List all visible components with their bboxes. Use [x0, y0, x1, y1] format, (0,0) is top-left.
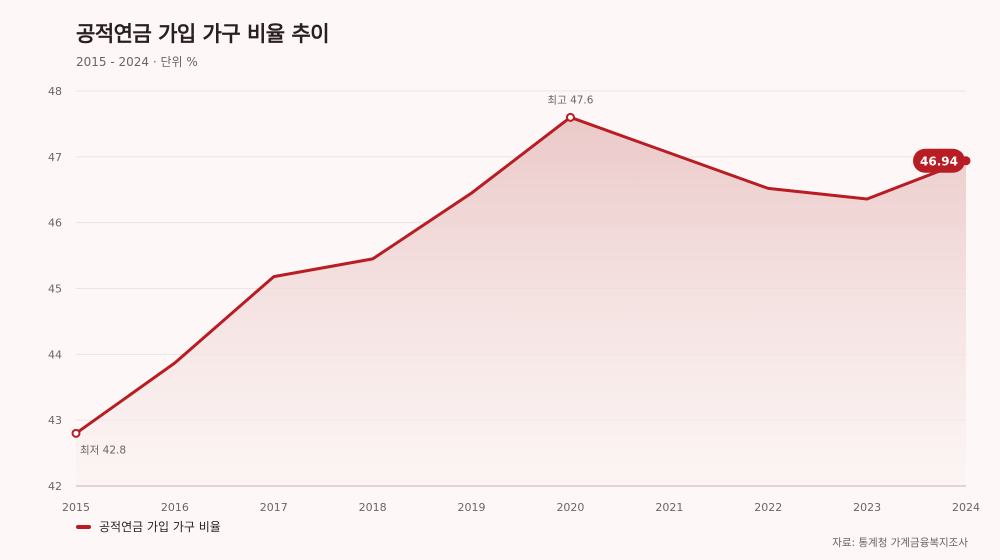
x-tick-label: 2017: [260, 501, 288, 514]
x-tick-label: 2018: [359, 501, 387, 514]
series-area: [76, 117, 966, 487]
x-tick-label: 2016: [161, 501, 189, 514]
end-value-label: 46.94: [920, 154, 958, 168]
x-tick-label: 2021: [655, 501, 683, 514]
legend-swatch: [76, 524, 91, 529]
y-tick-label: 47: [48, 151, 62, 164]
x-tick-label: 2023: [853, 501, 881, 514]
x-axis-ticks: 2015 2016 2017 2018 2019 2020 2021 2022 2023 2024: [62, 501, 980, 514]
legend: 공적연금 가입 가구 비율: [76, 518, 221, 535]
x-tick-label: 2022: [754, 501, 782, 514]
data-point-marker: [71, 428, 81, 438]
y-axis-ticks: 42 43 44 45 46 47 48: [48, 85, 62, 493]
x-tick-label: 2020: [556, 501, 584, 514]
max-annotation: 최고 47.6: [547, 94, 593, 106]
y-tick-label: 43: [48, 414, 62, 427]
source-note: 자료: 통계청 가계금융복지조사: [832, 537, 968, 549]
y-tick-label: 42: [48, 480, 62, 493]
min-annotation: 최저 42.8: [80, 444, 126, 456]
x-tick-label: 2019: [458, 501, 486, 514]
series-line: [74, 115, 968, 435]
y-tick-label: 46: [48, 217, 62, 230]
legend-label: 공적연금 가입 가구 비율: [99, 520, 221, 534]
y-tick-label: 44: [48, 348, 62, 361]
x-tick-label: 2024: [952, 501, 980, 514]
x-tick-label: 2015: [62, 501, 90, 514]
chart-subtitle: 2015 - 2024 · 단위 %: [76, 55, 198, 69]
end-value-badge: [913, 148, 965, 173]
y-tick-label: 48: [48, 85, 62, 98]
chart-title: 공적연금 가입 가구 비율 추이: [76, 22, 330, 46]
y-tick-label: 45: [48, 283, 62, 296]
data-point-marker: [565, 112, 575, 122]
annotations: 최저 42.8 최고 47.6 46.94: [71, 94, 971, 456]
